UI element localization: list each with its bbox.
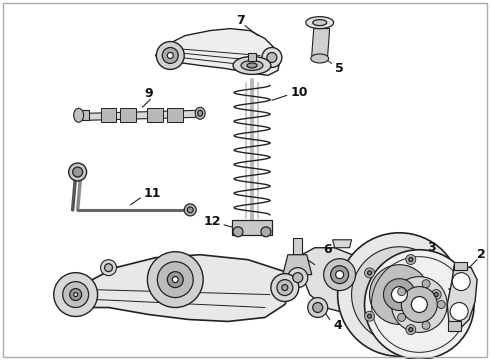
Polygon shape xyxy=(293,238,302,255)
Polygon shape xyxy=(248,54,256,62)
Circle shape xyxy=(100,260,117,276)
Circle shape xyxy=(73,167,83,177)
Circle shape xyxy=(450,302,468,320)
Circle shape xyxy=(368,271,371,275)
Text: 7: 7 xyxy=(236,14,245,27)
Circle shape xyxy=(70,289,82,301)
Circle shape xyxy=(406,255,416,265)
Text: 3: 3 xyxy=(427,241,436,254)
Circle shape xyxy=(365,311,374,321)
Circle shape xyxy=(233,227,243,237)
Polygon shape xyxy=(63,255,292,321)
Circle shape xyxy=(157,262,193,298)
Text: 8: 8 xyxy=(292,247,300,260)
Circle shape xyxy=(172,276,178,283)
Circle shape xyxy=(369,265,429,324)
Circle shape xyxy=(308,298,328,318)
Circle shape xyxy=(63,282,89,307)
Circle shape xyxy=(267,53,277,62)
Circle shape xyxy=(156,41,184,69)
Circle shape xyxy=(237,58,253,73)
Polygon shape xyxy=(147,108,163,122)
Circle shape xyxy=(324,259,356,291)
Polygon shape xyxy=(302,248,368,311)
Polygon shape xyxy=(454,262,467,270)
Ellipse shape xyxy=(313,20,327,26)
Circle shape xyxy=(431,289,441,300)
Circle shape xyxy=(184,204,196,216)
Circle shape xyxy=(338,233,461,356)
Circle shape xyxy=(365,250,474,359)
Circle shape xyxy=(452,273,470,291)
Polygon shape xyxy=(89,110,200,120)
Text: 1: 1 xyxy=(447,287,456,300)
Circle shape xyxy=(352,247,447,342)
Text: 12: 12 xyxy=(203,215,221,228)
Polygon shape xyxy=(78,110,89,120)
Circle shape xyxy=(336,271,343,279)
Circle shape xyxy=(409,257,413,261)
Polygon shape xyxy=(283,255,312,275)
Polygon shape xyxy=(100,108,117,122)
Text: 9: 9 xyxy=(144,87,153,100)
Polygon shape xyxy=(448,321,461,332)
Circle shape xyxy=(409,328,413,332)
Circle shape xyxy=(282,285,288,291)
Circle shape xyxy=(167,272,183,288)
Ellipse shape xyxy=(247,63,257,68)
Circle shape xyxy=(187,207,193,213)
Circle shape xyxy=(147,252,203,307)
Circle shape xyxy=(392,276,447,332)
Circle shape xyxy=(167,53,173,58)
Circle shape xyxy=(74,293,77,297)
Ellipse shape xyxy=(306,17,334,28)
Circle shape xyxy=(406,325,416,334)
Polygon shape xyxy=(312,28,330,60)
Polygon shape xyxy=(333,240,352,248)
Ellipse shape xyxy=(195,107,205,119)
Circle shape xyxy=(104,264,113,272)
Text: 10: 10 xyxy=(291,86,309,99)
Circle shape xyxy=(288,268,308,288)
Circle shape xyxy=(241,62,249,69)
Circle shape xyxy=(293,273,303,283)
Polygon shape xyxy=(167,108,183,122)
Text: 2: 2 xyxy=(477,248,486,261)
Circle shape xyxy=(437,301,445,309)
Circle shape xyxy=(331,266,348,284)
Ellipse shape xyxy=(233,57,271,75)
Circle shape xyxy=(69,163,87,181)
Text: 5: 5 xyxy=(335,62,344,75)
Polygon shape xyxy=(232,220,272,235)
Polygon shape xyxy=(155,28,280,75)
Ellipse shape xyxy=(241,60,263,71)
Text: 11: 11 xyxy=(144,188,161,201)
Ellipse shape xyxy=(197,110,203,116)
Circle shape xyxy=(313,302,323,312)
Text: 4: 4 xyxy=(333,319,342,332)
Circle shape xyxy=(277,280,293,296)
Polygon shape xyxy=(121,108,136,122)
Circle shape xyxy=(271,274,299,302)
Circle shape xyxy=(422,280,430,288)
Circle shape xyxy=(384,279,416,310)
Ellipse shape xyxy=(311,54,329,63)
Circle shape xyxy=(368,314,371,318)
Circle shape xyxy=(261,227,271,237)
Circle shape xyxy=(397,314,406,321)
Circle shape xyxy=(392,287,407,302)
Circle shape xyxy=(162,48,178,63)
Polygon shape xyxy=(447,265,477,332)
Circle shape xyxy=(54,273,98,316)
Text: 6: 6 xyxy=(323,243,332,256)
Circle shape xyxy=(262,48,282,67)
Circle shape xyxy=(401,287,437,323)
Circle shape xyxy=(434,293,438,297)
Circle shape xyxy=(397,288,406,296)
Circle shape xyxy=(412,297,427,312)
Circle shape xyxy=(422,321,430,329)
Circle shape xyxy=(365,268,374,278)
Ellipse shape xyxy=(74,108,84,122)
